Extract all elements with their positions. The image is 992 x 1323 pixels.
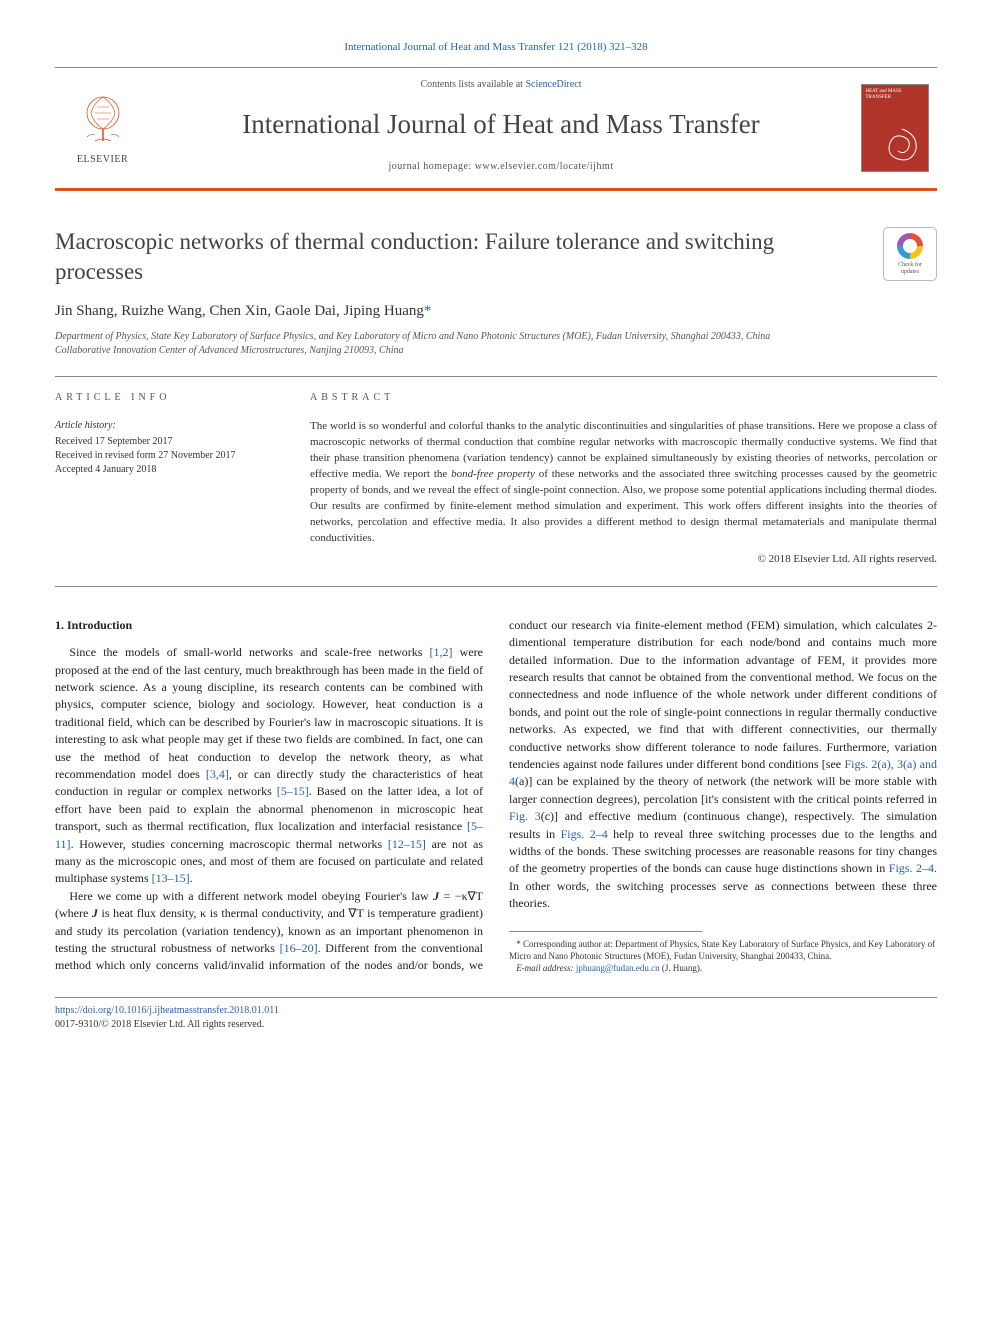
section-1-heading: 1. Introduction xyxy=(55,617,483,634)
ref-3-4[interactable]: [3,4] xyxy=(206,767,229,781)
p1t2: were proposed at the end of the last cen… xyxy=(55,645,483,781)
crossmark-line1: Check for xyxy=(898,262,922,268)
contents-prefix: Contents lists available at xyxy=(420,79,525,90)
affiliation-1: Department of Physics, State Key Laborat… xyxy=(55,330,863,344)
publisher-block: ELSEVIER xyxy=(55,68,150,188)
footnote-email-line: E-mail address: jphuang@fudan.edu.cn (J.… xyxy=(509,962,937,974)
crossmark-badge[interactable]: Check for updates xyxy=(883,227,937,281)
ref-5-15[interactable]: [5–15] xyxy=(277,784,309,798)
homepage-prefix: journal homepage: xyxy=(388,161,474,172)
article-info-label: article info xyxy=(55,391,280,405)
homepage-url: www.elsevier.com/locate/ijhmt xyxy=(475,161,614,172)
ref-figs-2-4b[interactable]: Figs. 2–4 xyxy=(889,861,934,875)
ref-figs-2-4a[interactable]: Figs. 2–4 xyxy=(561,827,608,841)
cover-title-text: HEAT and MASS TRANSFER xyxy=(866,89,924,100)
footnote-divider xyxy=(509,931,702,932)
email-name: (J. Huang). xyxy=(660,963,703,973)
affiliation-2: Collaborative Innovation Center of Advan… xyxy=(55,344,863,358)
journal-cover-thumbnail: HEAT and MASS TRANSFER xyxy=(861,84,929,172)
affiliations: Department of Physics, State Key Laborat… xyxy=(55,330,863,358)
abstract-em: bond-free property xyxy=(451,468,535,480)
crossmark-line2: updates xyxy=(901,269,919,275)
article-info-column: article info Article history: Received 1… xyxy=(55,391,280,568)
authors-names: Jin Shang, Ruizhe Wang, Chen Xin, Gaole … xyxy=(55,303,424,319)
history-revised: Received in revised form 27 November 201… xyxy=(55,449,280,463)
email-label: E-mail address: xyxy=(516,963,576,973)
ref-13-15[interactable]: [13–15] xyxy=(152,871,190,885)
history-accepted: Accepted 4 January 2018 xyxy=(55,463,280,477)
p2t4: (a)] can be explained by the theory of n… xyxy=(509,774,937,805)
p1t5: . However, studies concerning macroscopi… xyxy=(71,837,388,851)
journal-name: International Journal of Heat and Mass T… xyxy=(150,106,852,144)
history-received: Received 17 September 2017 xyxy=(55,435,280,449)
masthead-right: HEAT and MASS TRANSFER xyxy=(852,68,937,188)
abstract-copyright: © 2018 Elsevier Ltd. All rights reserved… xyxy=(310,552,937,567)
publisher-label: ELSEVIER xyxy=(77,153,128,167)
intro-para-1: Since the models of small-world networks… xyxy=(55,644,483,887)
abstract-label: abstract xyxy=(310,391,937,405)
p1t7: . xyxy=(190,871,193,885)
article-title: Macroscopic networks of thermal conducti… xyxy=(55,227,863,287)
running-head-citation: International Journal of Heat and Mass T… xyxy=(55,40,937,55)
page-footer: https://doi.org/10.1016/j.ijheatmasstran… xyxy=(55,997,937,1032)
corresponding-footnote: * Corresponding author at: Department of… xyxy=(509,938,937,974)
divider-top xyxy=(55,376,937,377)
corresponding-marker: * xyxy=(424,303,432,319)
journal-homepage-line: journal homepage: www.elsevier.com/locat… xyxy=(150,160,852,174)
footnote-corr: * Corresponding author at: Department of… xyxy=(509,938,937,962)
crossmark-text: Check for updates xyxy=(898,262,922,275)
divider-bottom xyxy=(55,586,937,587)
ref-1-2[interactable]: [1,2] xyxy=(430,645,453,659)
page-container: International Journal of Heat and Mass T… xyxy=(0,0,992,1072)
title-text-column: Macroscopic networks of thermal conducti… xyxy=(55,227,863,358)
history-label: Article history: xyxy=(55,419,280,433)
masthead: ELSEVIER Contents lists available at Sci… xyxy=(55,67,937,191)
eq-post: is heat flux density, κ is thermal xyxy=(98,906,262,920)
ref-fig-3[interactable]: Fig. 3 xyxy=(509,809,541,823)
body-two-column: 1. Introduction Since the models of smal… xyxy=(55,617,937,975)
issn-copyright: 0017-9310/© 2018 Elsevier Ltd. All right… xyxy=(55,1018,937,1032)
crossmark-icon xyxy=(897,233,923,259)
ref-16-20[interactable]: [16–20] xyxy=(280,941,318,955)
title-block: Macroscopic networks of thermal conducti… xyxy=(55,227,937,358)
masthead-center: Contents lists available at ScienceDirec… xyxy=(150,68,852,188)
abstract-column: abstract The world is so wonderful and c… xyxy=(310,391,937,568)
p1t1: Since the models of small-world networks… xyxy=(69,645,429,659)
cover-swirl-icon xyxy=(882,125,922,165)
sciencedirect-link[interactable]: ScienceDirect xyxy=(525,79,581,90)
author-list: Jin Shang, Ruizhe Wang, Chen Xin, Gaole … xyxy=(55,301,863,322)
contents-available-line: Contents lists available at ScienceDirec… xyxy=(150,78,852,92)
info-abstract-row: article info Article history: Received 1… xyxy=(55,391,937,568)
p2t1: Here we come up with a different network… xyxy=(69,889,433,903)
abstract-text: The world is so wonderful and colorful t… xyxy=(310,419,937,547)
elsevier-logo-icon xyxy=(73,89,133,149)
ref-12-15[interactable]: [12–15] xyxy=(388,837,426,851)
doi-link[interactable]: https://doi.org/10.1016/j.ijheatmasstran… xyxy=(55,1005,279,1016)
email-link[interactable]: jphuang@fudan.edu.cn xyxy=(576,963,660,973)
